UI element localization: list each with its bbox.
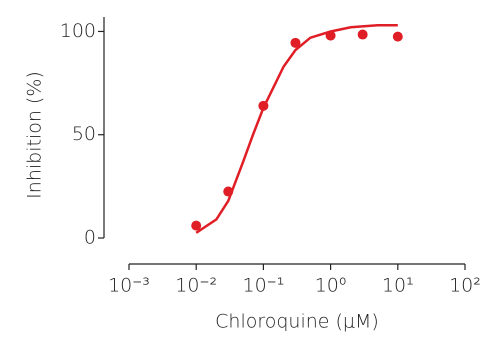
data-point (357, 29, 368, 40)
x-tick-label: 10⁻¹ (242, 275, 284, 297)
data-point (392, 31, 403, 42)
data-point (191, 220, 202, 231)
y-tick-label: 50 (72, 123, 96, 145)
x-tick-label: 10⁰ (315, 275, 347, 297)
y-tick-label: 0 (84, 227, 96, 249)
data-point (290, 37, 301, 48)
x-tick-label: 10² (449, 275, 481, 297)
x-tick-label: 10⁻² (175, 275, 217, 297)
y-axis-label: Inhibition (%) (24, 71, 46, 199)
data-point (258, 100, 269, 111)
fit-curve (195, 24, 398, 234)
data-point (325, 30, 336, 41)
x-tick-label: 10⁻³ (108, 275, 150, 297)
y-tick-label: 100 (60, 20, 96, 42)
x-tick-label: 10¹ (382, 275, 414, 297)
x-axis-label: Chloroquine (μM) (215, 311, 379, 333)
data-point (223, 186, 234, 197)
